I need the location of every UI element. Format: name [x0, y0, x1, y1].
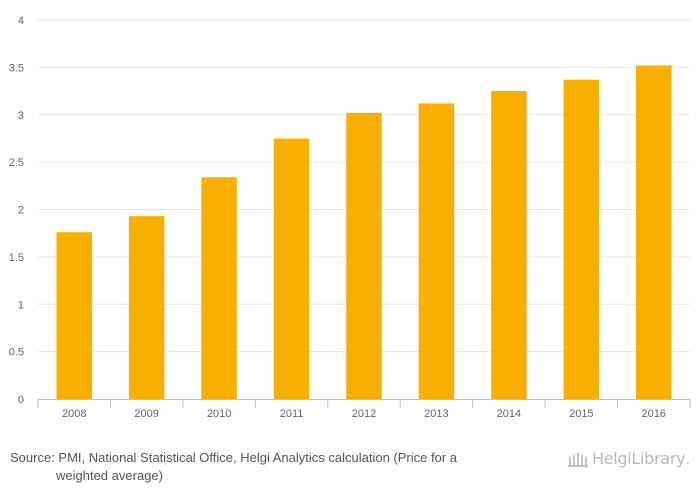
- y-tick-label: 3.5: [9, 62, 24, 74]
- x-tick-label: 2016: [642, 408, 666, 420]
- x-tick-label: 2009: [134, 408, 158, 420]
- source-line-2: weighted average): [56, 468, 163, 483]
- source-line-1: Source: PMI, National Statistical Office…: [10, 450, 458, 465]
- x-tick-label: 2008: [62, 408, 86, 420]
- y-tick-label: 2.5: [9, 157, 24, 169]
- source-note: Source: PMI, National Statistical Office…: [10, 449, 530, 485]
- y-tick-label: 3: [18, 110, 24, 122]
- y-tick-label: 0.5: [9, 347, 24, 359]
- bar-chart: 00.511.522.533.54 2008 2009 2010 2011 2012 20…: [9, 15, 691, 420]
- bar: [346, 112, 382, 399]
- logo-text: HelgiLibrary: [592, 449, 686, 468]
- y-tick-labels: 0 0.5 1 1.5 2 2.5 3 3.5 4: [9, 15, 24, 406]
- helgi-library-logo: HelgiLibrary.: [567, 449, 690, 468]
- x-tick-label: 2011: [280, 408, 304, 420]
- bar-series: [56, 65, 672, 399]
- y-tick-label: 4: [18, 15, 24, 27]
- bar: [273, 138, 310, 399]
- x-tick-label: 2015: [569, 408, 593, 420]
- bar: [563, 79, 600, 399]
- bar: [491, 91, 527, 399]
- library-building-icon: [567, 451, 589, 467]
- axes: [37, 399, 691, 408]
- bar: [128, 216, 165, 399]
- x-tick-label: 2010: [207, 408, 231, 420]
- y-tick-label: 1.5: [9, 252, 24, 264]
- bar: [201, 177, 237, 399]
- bar: [636, 65, 672, 399]
- y-tick-label: 2: [18, 205, 24, 217]
- y-tick-label: 0: [18, 394, 24, 406]
- bar: [418, 103, 455, 399]
- x-tick-label: 2012: [352, 408, 376, 420]
- x-tick-label: 2013: [424, 408, 448, 420]
- x-tick-labels: 2008 2009 2010 2011 2012 2013 2014 2015 2016: [62, 408, 666, 420]
- x-tick-label: 2014: [497, 408, 521, 420]
- bar: [56, 232, 92, 399]
- y-tick-label: 1: [18, 299, 24, 311]
